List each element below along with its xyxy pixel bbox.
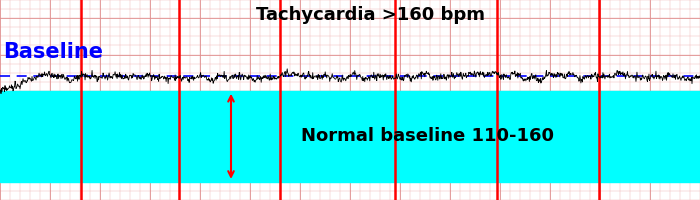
Text: Tachycardia >160 bpm: Tachycardia >160 bpm (256, 6, 486, 24)
Text: Normal baseline 110-160: Normal baseline 110-160 (301, 127, 554, 145)
Bar (0, 91, 700, 182)
Text: Baseline: Baseline (4, 42, 104, 62)
